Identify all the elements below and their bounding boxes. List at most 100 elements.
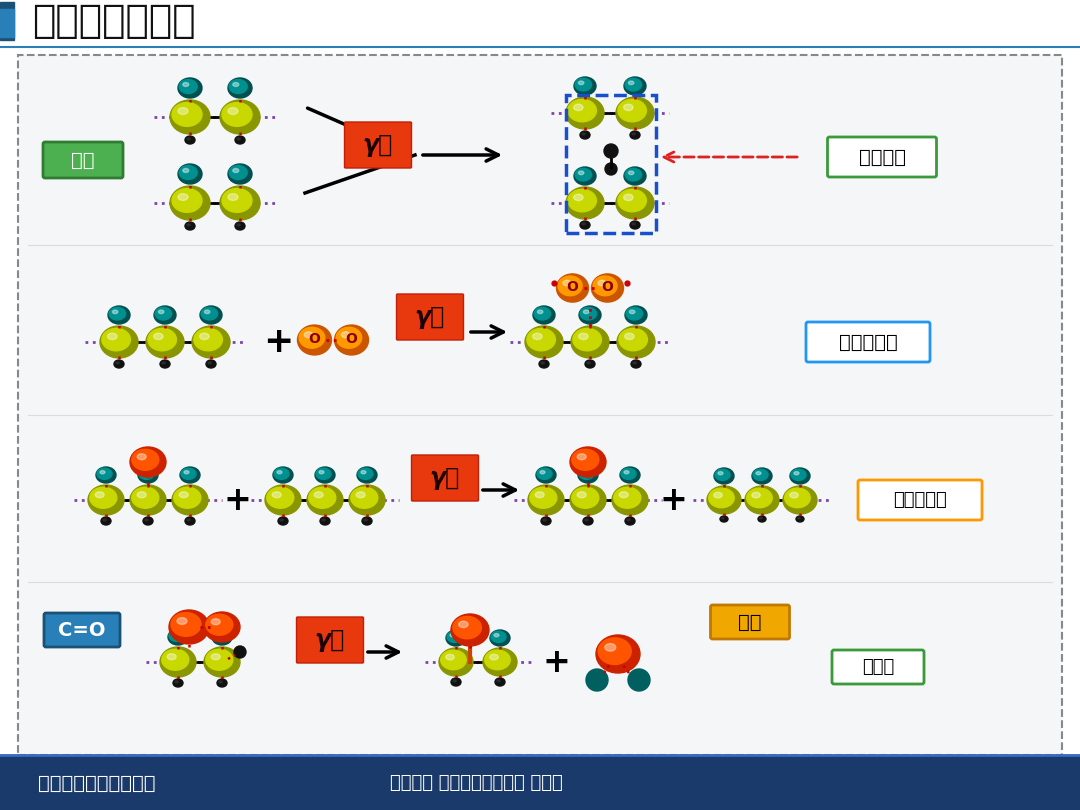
Ellipse shape [178,164,202,184]
Ellipse shape [446,654,455,660]
Ellipse shape [219,680,222,683]
Ellipse shape [229,79,247,93]
Ellipse shape [274,468,289,480]
Ellipse shape [237,224,241,226]
Ellipse shape [583,310,589,313]
Ellipse shape [185,222,195,230]
Text: C=O: C=O [58,620,106,640]
Ellipse shape [172,103,202,126]
Ellipse shape [222,103,252,126]
Ellipse shape [752,492,760,498]
Ellipse shape [96,467,116,483]
Ellipse shape [438,648,473,676]
Ellipse shape [137,492,146,498]
Ellipse shape [619,492,629,498]
Circle shape [605,163,617,175]
Ellipse shape [356,492,365,498]
Ellipse shape [619,328,647,351]
Ellipse shape [598,280,606,286]
Ellipse shape [233,168,239,173]
Ellipse shape [573,194,583,201]
Ellipse shape [320,517,330,525]
Text: 孔洞: 孔洞 [739,612,761,632]
Ellipse shape [132,450,159,471]
Ellipse shape [626,307,643,320]
Ellipse shape [541,362,544,364]
FancyBboxPatch shape [832,650,924,684]
Ellipse shape [178,78,202,98]
Text: +: + [262,325,293,359]
Ellipse shape [138,467,158,483]
Ellipse shape [351,488,378,508]
Ellipse shape [525,326,563,358]
Ellipse shape [103,518,106,521]
Ellipse shape [278,517,288,525]
Ellipse shape [632,223,635,225]
Ellipse shape [528,485,564,515]
Ellipse shape [785,488,810,508]
Ellipse shape [624,77,646,95]
Ellipse shape [720,516,728,522]
Ellipse shape [222,189,252,212]
Ellipse shape [570,447,606,477]
Ellipse shape [162,650,189,670]
Ellipse shape [579,171,584,175]
Ellipse shape [577,492,586,498]
Ellipse shape [571,326,609,358]
Ellipse shape [148,328,176,351]
Ellipse shape [791,469,806,480]
Circle shape [586,669,608,691]
Ellipse shape [612,485,648,515]
Ellipse shape [297,325,332,355]
Text: O: O [602,280,613,294]
Ellipse shape [183,168,189,173]
Ellipse shape [756,471,761,475]
Ellipse shape [156,307,172,320]
Ellipse shape [204,310,210,313]
Ellipse shape [307,485,343,515]
Ellipse shape [629,81,634,85]
Ellipse shape [535,307,551,320]
Ellipse shape [451,678,461,686]
Ellipse shape [171,612,201,637]
Ellipse shape [180,467,200,483]
Ellipse shape [556,274,589,302]
Ellipse shape [267,488,294,508]
Text: 烃基过氧氢: 烃基过氧氢 [893,491,947,509]
Ellipse shape [137,454,146,460]
Ellipse shape [108,333,117,339]
Ellipse shape [319,471,324,474]
Ellipse shape [206,614,233,635]
Ellipse shape [759,518,762,519]
Ellipse shape [576,79,592,91]
Ellipse shape [568,190,596,211]
Ellipse shape [485,650,510,670]
Ellipse shape [571,450,598,471]
Ellipse shape [592,274,623,302]
Ellipse shape [187,224,190,226]
Ellipse shape [229,165,247,180]
Ellipse shape [170,100,210,134]
Ellipse shape [539,360,549,368]
Ellipse shape [179,165,198,180]
Ellipse shape [204,647,240,677]
Ellipse shape [172,485,208,515]
Ellipse shape [154,306,176,324]
Ellipse shape [796,516,804,522]
Ellipse shape [178,194,188,200]
Ellipse shape [95,492,104,498]
Text: 过氧自由基: 过氧自由基 [839,332,897,352]
Ellipse shape [316,468,330,480]
Ellipse shape [109,307,125,320]
Ellipse shape [579,468,594,480]
Ellipse shape [170,186,210,220]
Ellipse shape [632,133,635,135]
Ellipse shape [745,486,779,514]
Ellipse shape [181,468,195,480]
Ellipse shape [536,492,544,498]
Ellipse shape [746,488,772,508]
Ellipse shape [494,633,499,637]
Ellipse shape [183,83,189,87]
Ellipse shape [441,650,467,670]
Ellipse shape [593,276,617,296]
